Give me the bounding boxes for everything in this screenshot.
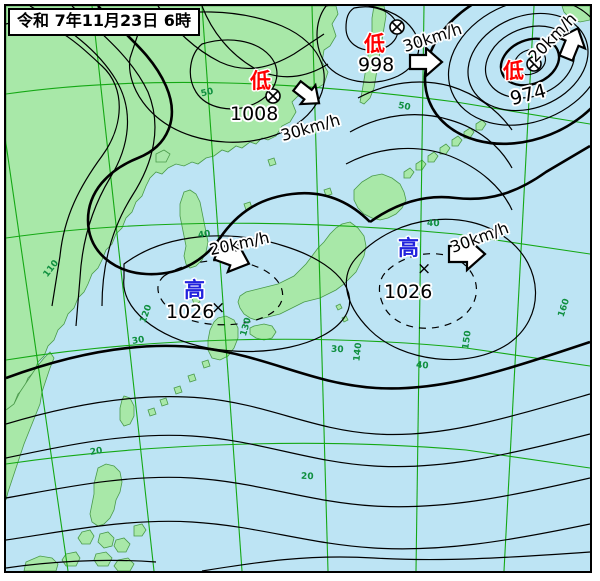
lat-line-30 xyxy=(6,338,590,367)
korean-peninsula xyxy=(179,189,209,269)
arrow-high-east xyxy=(447,235,487,273)
lon-line-130 xyxy=(201,6,243,571)
lat-line-40 xyxy=(6,222,590,255)
arrow-high-west xyxy=(212,241,251,274)
isobar-npac-1 xyxy=(357,81,513,131)
isobar-low998-outer xyxy=(316,6,420,83)
isobar-low998-inner xyxy=(345,6,399,51)
isobar-low1008-outer xyxy=(128,11,325,143)
isobar-npac-3 xyxy=(345,147,513,211)
visayas-islands xyxy=(61,523,147,571)
lat-line-50 xyxy=(6,81,590,125)
luzon-island xyxy=(89,463,123,527)
isobar-high-east-mid xyxy=(378,253,477,329)
taiwan-island xyxy=(119,395,135,427)
isobar-sub-2 xyxy=(6,393,590,436)
lon-line-160 xyxy=(503,6,535,571)
map-title-box: 令和 7年11月23日 6時 xyxy=(8,8,200,36)
isobar-nw-3 xyxy=(71,6,156,307)
honshu-island xyxy=(237,221,367,321)
map-frame: 低 1008 30km/h 低 998 30km/h 低 974 20km/h … xyxy=(4,4,592,573)
ryukyu-islands xyxy=(147,359,211,417)
lon-line-110 xyxy=(6,139,69,571)
isobar-sub-1 xyxy=(6,340,590,390)
isobar-sub-3 xyxy=(6,433,590,468)
movement-arrow-group xyxy=(212,26,587,274)
low-center-998 xyxy=(389,19,405,35)
low-center-1008 xyxy=(265,88,281,104)
isobar-nw-2 xyxy=(29,6,129,327)
lon-line-150 xyxy=(415,6,425,571)
isobar-nw-6 xyxy=(201,6,329,78)
map-canvas xyxy=(6,6,590,571)
isobar-low1008-inner xyxy=(189,39,278,110)
isobar-npac-2 xyxy=(349,114,513,169)
isobar-sub-5 xyxy=(6,520,590,550)
isobar-bold-pacific xyxy=(369,144,590,224)
arrow-low-974 xyxy=(556,26,587,63)
isobar-high-west-mid xyxy=(157,259,284,326)
isobar-bold-continent xyxy=(86,6,371,276)
lon-line-120 xyxy=(91,6,155,571)
low-center-974 xyxy=(526,56,542,72)
isobar-sub-4 xyxy=(6,476,590,508)
isobar-high-west-outer xyxy=(123,235,351,353)
low-center-marks xyxy=(265,19,542,104)
sakhalin-island xyxy=(359,6,387,105)
isobar-sub-7 xyxy=(6,559,157,569)
arrow-low-1008 xyxy=(291,79,321,106)
isobar-sub-6 xyxy=(201,551,590,571)
arrow-low-998 xyxy=(408,45,444,79)
kuril-islands xyxy=(403,119,487,179)
isobar-high-east-outer xyxy=(345,218,537,361)
minor-islands xyxy=(155,149,333,305)
izu-islands xyxy=(335,303,349,323)
kamchatka-tip xyxy=(561,6,590,23)
